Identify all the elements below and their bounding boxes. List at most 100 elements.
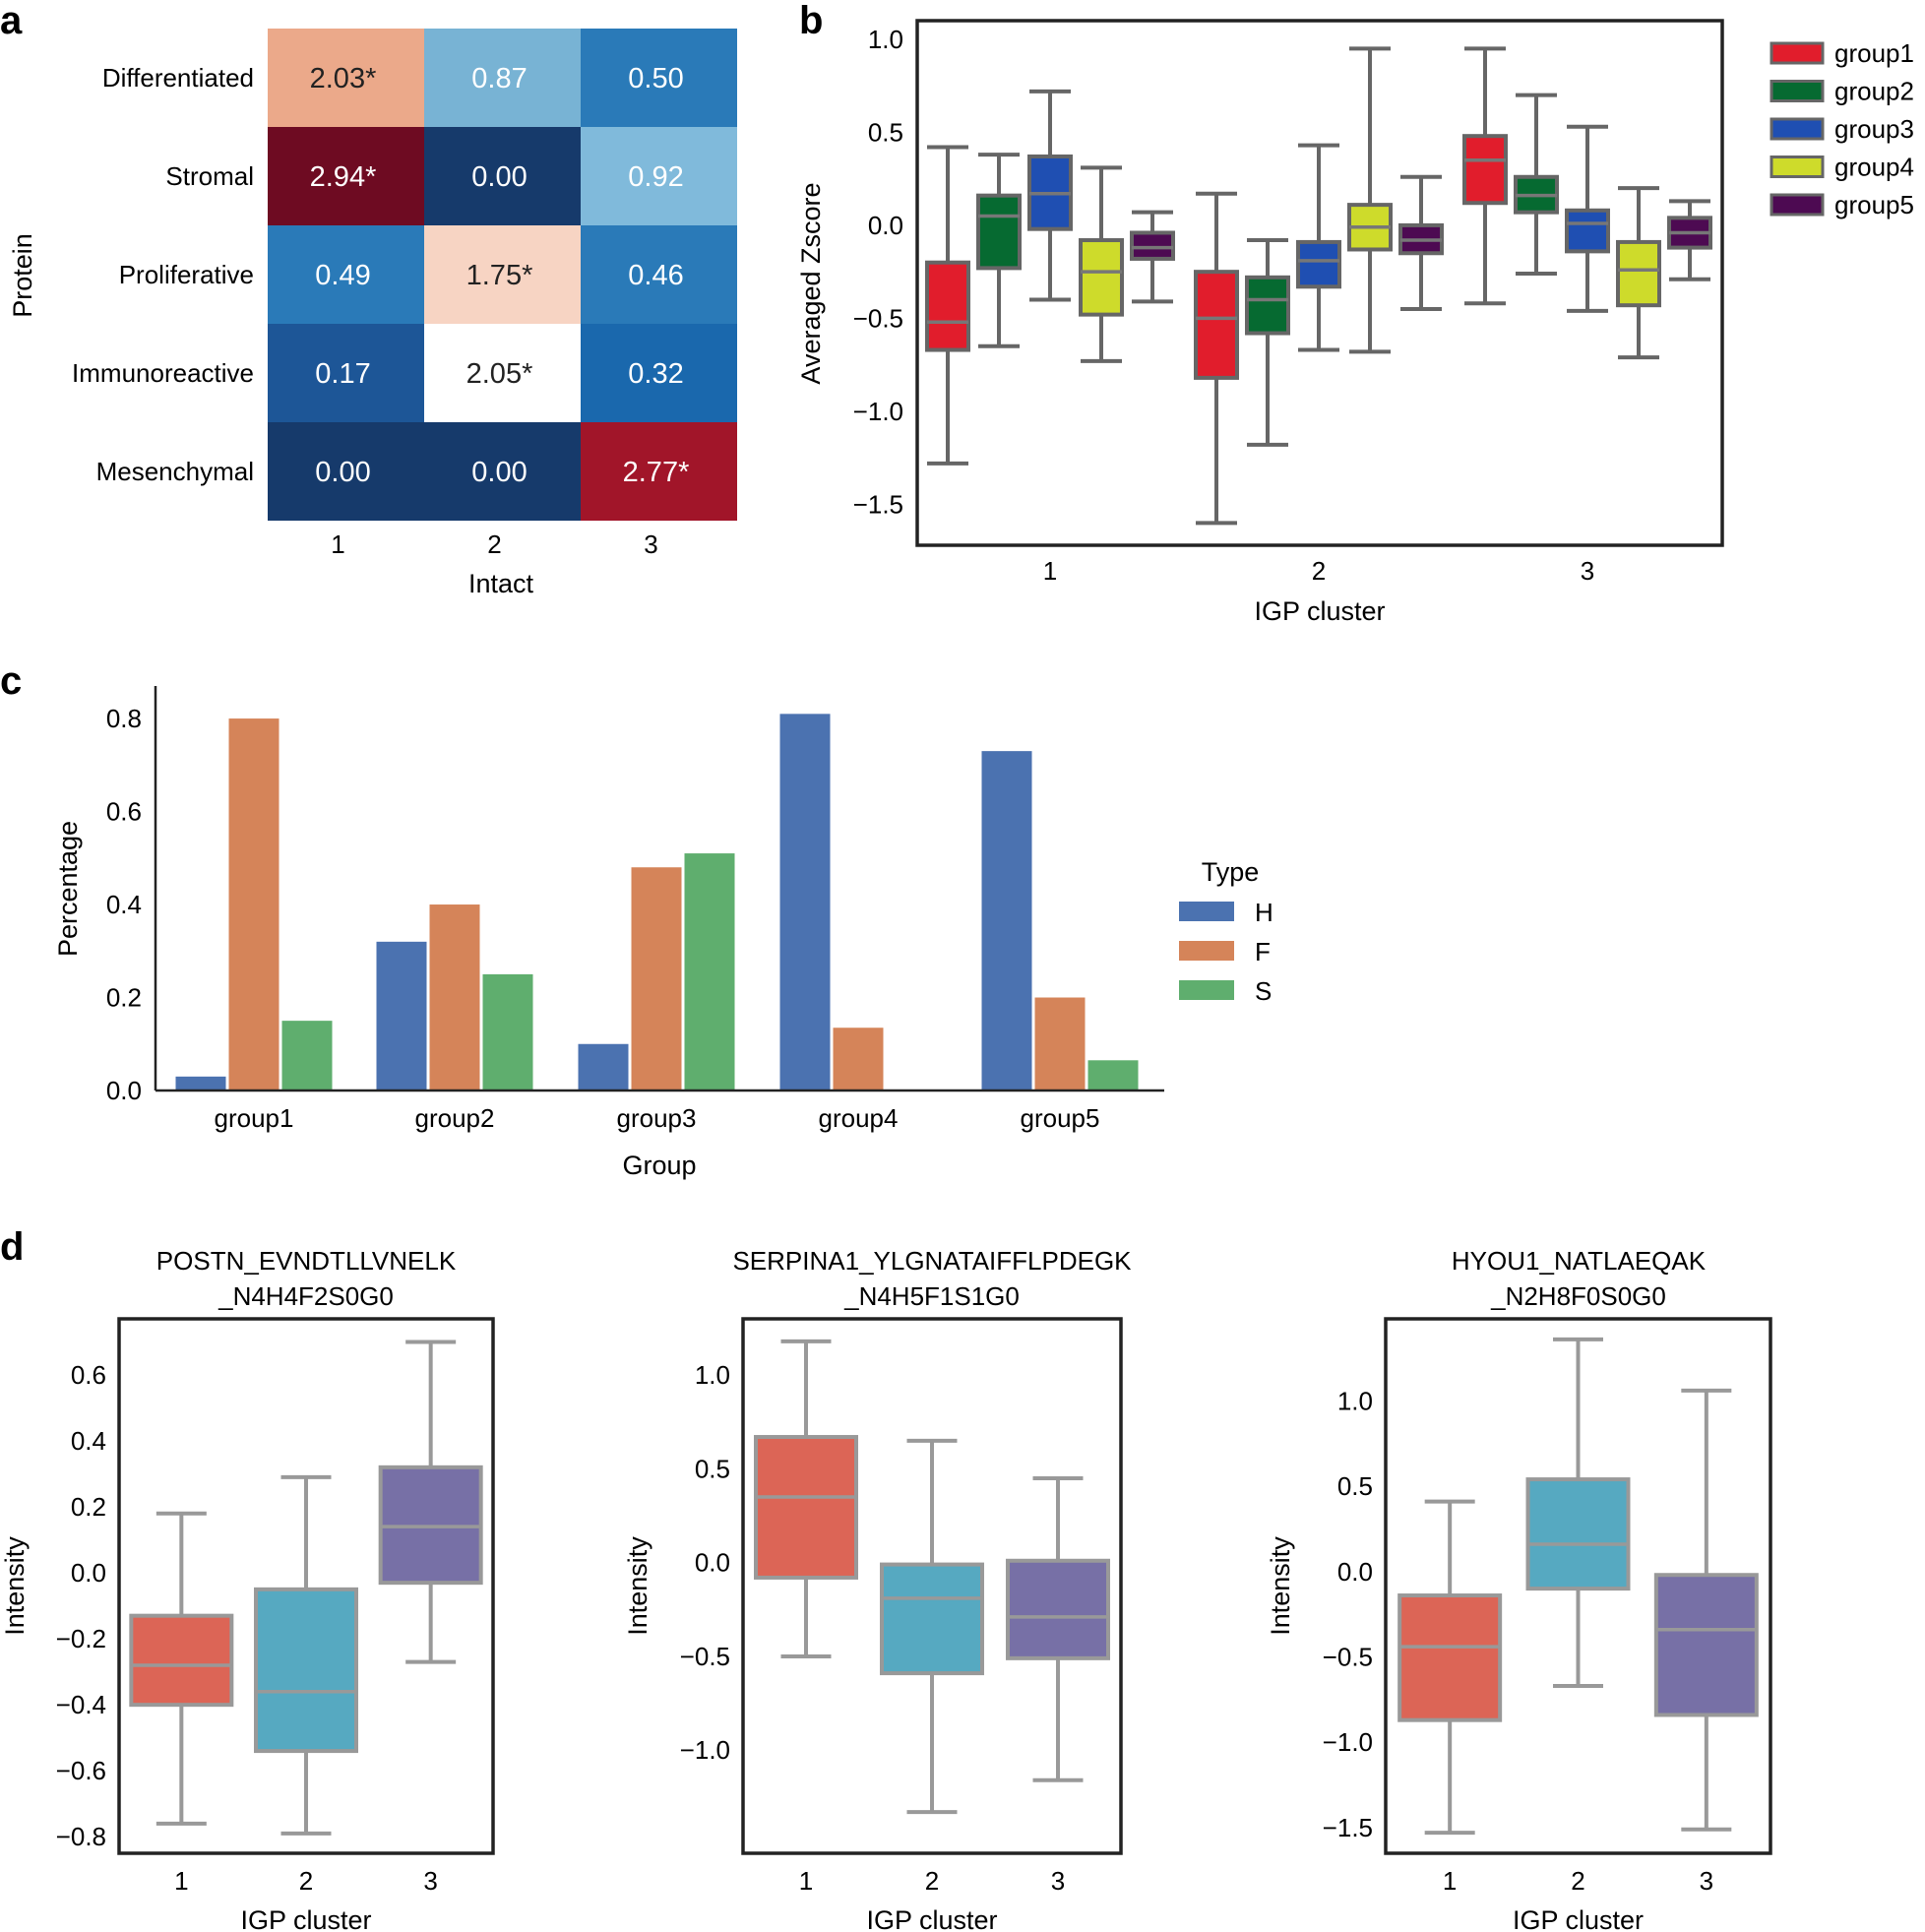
intensity-plot-title: POSTN_EVNDTLLVNELK (156, 1246, 457, 1276)
zscore-y-tick: −1.5 (853, 489, 903, 519)
intensity-y-tick: 1.0 (695, 1360, 730, 1390)
box-body (254, 1587, 358, 1754)
heatmap-y-axis-label: Protein (8, 233, 37, 318)
zscore-box-group1 (925, 145, 970, 466)
box-body (1616, 239, 1661, 308)
intensity-y-tick: −1.0 (680, 1735, 730, 1765)
intensity-box-cluster-1 (1397, 1499, 1503, 1836)
zscore-x-axis-label: IGP cluster (1254, 596, 1385, 626)
heatmap-x-axis-label: Intact (468, 569, 534, 598)
bar-H-group2 (376, 941, 427, 1091)
heatmap-cell (268, 422, 424, 521)
legend-label-H: H (1255, 898, 1273, 927)
legend-label-group4: group4 (1834, 153, 1914, 182)
intensity-y-tick: −0.5 (1323, 1642, 1373, 1671)
zscore-box-group2 (1245, 238, 1290, 447)
box-body (1130, 230, 1175, 261)
box-body (1194, 270, 1239, 380)
bar-H-group5 (981, 751, 1032, 1091)
heatmap-cell-label: 2.94* (310, 161, 377, 193)
heatmap-cell (581, 127, 737, 225)
zscore-y-axis-label: Averaged Zscore (796, 182, 826, 384)
heatmap-cell (424, 29, 581, 127)
intensity-plot-frame (1384, 1317, 1772, 1855)
heatmap-cell (581, 324, 737, 422)
legend-swatch-group1 (1770, 41, 1825, 65)
heatmap-col-label: 1 (331, 530, 344, 559)
heatmap-cell-label: 2.77* (623, 457, 690, 488)
intensity-y-tick: 0.5 (1337, 1471, 1373, 1501)
intensity-plot-subtitle: _N4H4F2S0G0 (217, 1281, 394, 1311)
zscore-y-tick: 0.5 (868, 117, 903, 147)
heatmap-cell-label: 0.17 (315, 358, 370, 390)
box-body (1397, 1593, 1503, 1722)
intensity-y-tick: −1.5 (1323, 1813, 1373, 1842)
intensity-box-cluster-2 (254, 1474, 358, 1836)
heatmap-cell (268, 225, 424, 324)
bar-F-group1 (228, 718, 279, 1091)
zscore-box-group4 (1079, 165, 1124, 363)
bar-y-tick: 0.2 (106, 983, 142, 1013)
bar-y-tick: 0.0 (106, 1076, 142, 1105)
box-body (1565, 208, 1610, 254)
bar-F-group3 (631, 867, 682, 1091)
intensity-boxplot-d2: 1.0 0.5 0.0 −0.5 −1.0 1 2 3 IGP cluster Intensity… (623, 1246, 1132, 1932)
zscore-box-group5 (1130, 210, 1175, 304)
heatmap-cell (424, 324, 581, 422)
bar-H-group3 (578, 1043, 629, 1091)
intensity-y-tick: 0.0 (71, 1558, 106, 1588)
intensity-plot-subtitle: _N4H5F1S1G0 (843, 1281, 1020, 1311)
intensity-box-cluster-2 (880, 1438, 984, 1815)
heatmap-cell (581, 225, 737, 324)
box-body (1653, 1573, 1759, 1717)
type-legend-title: Type (1202, 857, 1260, 887)
intensity-boxplot-d1: 0.6 0.4 0.2 0.0 −0.2 −0.4 −0.6 −0.8 1 2 3 IGP clust… (0, 1246, 495, 1932)
box-body (1525, 1477, 1631, 1591)
heatmap-row-label: Proliferative (119, 260, 254, 289)
legend-swatch-H (1179, 902, 1234, 921)
heatmap-cell-label: 0.50 (628, 63, 683, 94)
legend-swatch-group5 (1770, 193, 1825, 217)
bar-S-group2 (482, 973, 533, 1091)
heatmap-cell (581, 422, 737, 521)
intensity-plot-title: HYOU1_NATLAEQAK (1452, 1246, 1707, 1276)
intensity-y-tick: −0.5 (680, 1642, 730, 1671)
heatmap-row-label: Differentiated (102, 63, 254, 93)
zscore-box-group2 (976, 153, 1022, 348)
intensity-y-tick: 0.0 (695, 1548, 730, 1578)
zscore-legend: group1 group2 group3 group4 group5 (1770, 38, 1914, 219)
zscore-y-tick: −0.5 (853, 303, 903, 333)
bar-x-tick: group5 (1021, 1103, 1100, 1133)
heatmap-row-label: Immunoreactive (72, 358, 254, 388)
heatmap-cell (268, 324, 424, 422)
legend-label-group1: group1 (1834, 38, 1914, 68)
bar-x-axis-label: Group (622, 1151, 696, 1180)
bar-F-group4 (833, 1028, 884, 1091)
zscore-x-tick: 3 (1581, 556, 1594, 586)
heatmap-col-label: 3 (644, 530, 657, 559)
heatmap-cell-label: 2.03* (310, 63, 377, 94)
intensity-x-axis-label: IGP cluster (240, 1905, 371, 1932)
intensity-x-tick: 1 (799, 1866, 813, 1896)
heatmap-cell (424, 225, 581, 324)
bar-y-tick: 0.4 (106, 890, 142, 919)
intensity-y-tick: −0.4 (56, 1690, 106, 1719)
box-body (1462, 134, 1508, 206)
bar-H-group1 (175, 1076, 226, 1091)
intensity-y-tick: −0.6 (56, 1756, 106, 1785)
intensity-boxplot-panel: 0.6 0.4 0.2 0.0 −0.2 −0.4 −0.6 −0.8 1 2 3 IGP clust… (0, 1246, 1772, 1932)
intensity-y-axis-label: Intensity (623, 1536, 652, 1636)
zscore-y-tick: −1.0 (853, 397, 903, 426)
zscore-x-tick: 2 (1312, 556, 1326, 586)
intensity-y-tick: 0.4 (71, 1426, 106, 1456)
heatmap-cell-label: 0.32 (628, 358, 683, 390)
box-body (1245, 275, 1290, 336)
zscore-box-group3 (1565, 124, 1610, 313)
intensity-x-axis-label: IGP cluster (866, 1905, 997, 1932)
bar-S-group5 (1087, 1060, 1139, 1091)
intensity-y-axis-label: Intensity (1266, 1536, 1295, 1636)
intensity-plot-title: SERPINA1_YLGNATAIFFLPDEGK (732, 1246, 1132, 1276)
intensity-x-tick: 3 (1700, 1866, 1713, 1896)
intensity-box-cluster-2 (1525, 1337, 1631, 1688)
